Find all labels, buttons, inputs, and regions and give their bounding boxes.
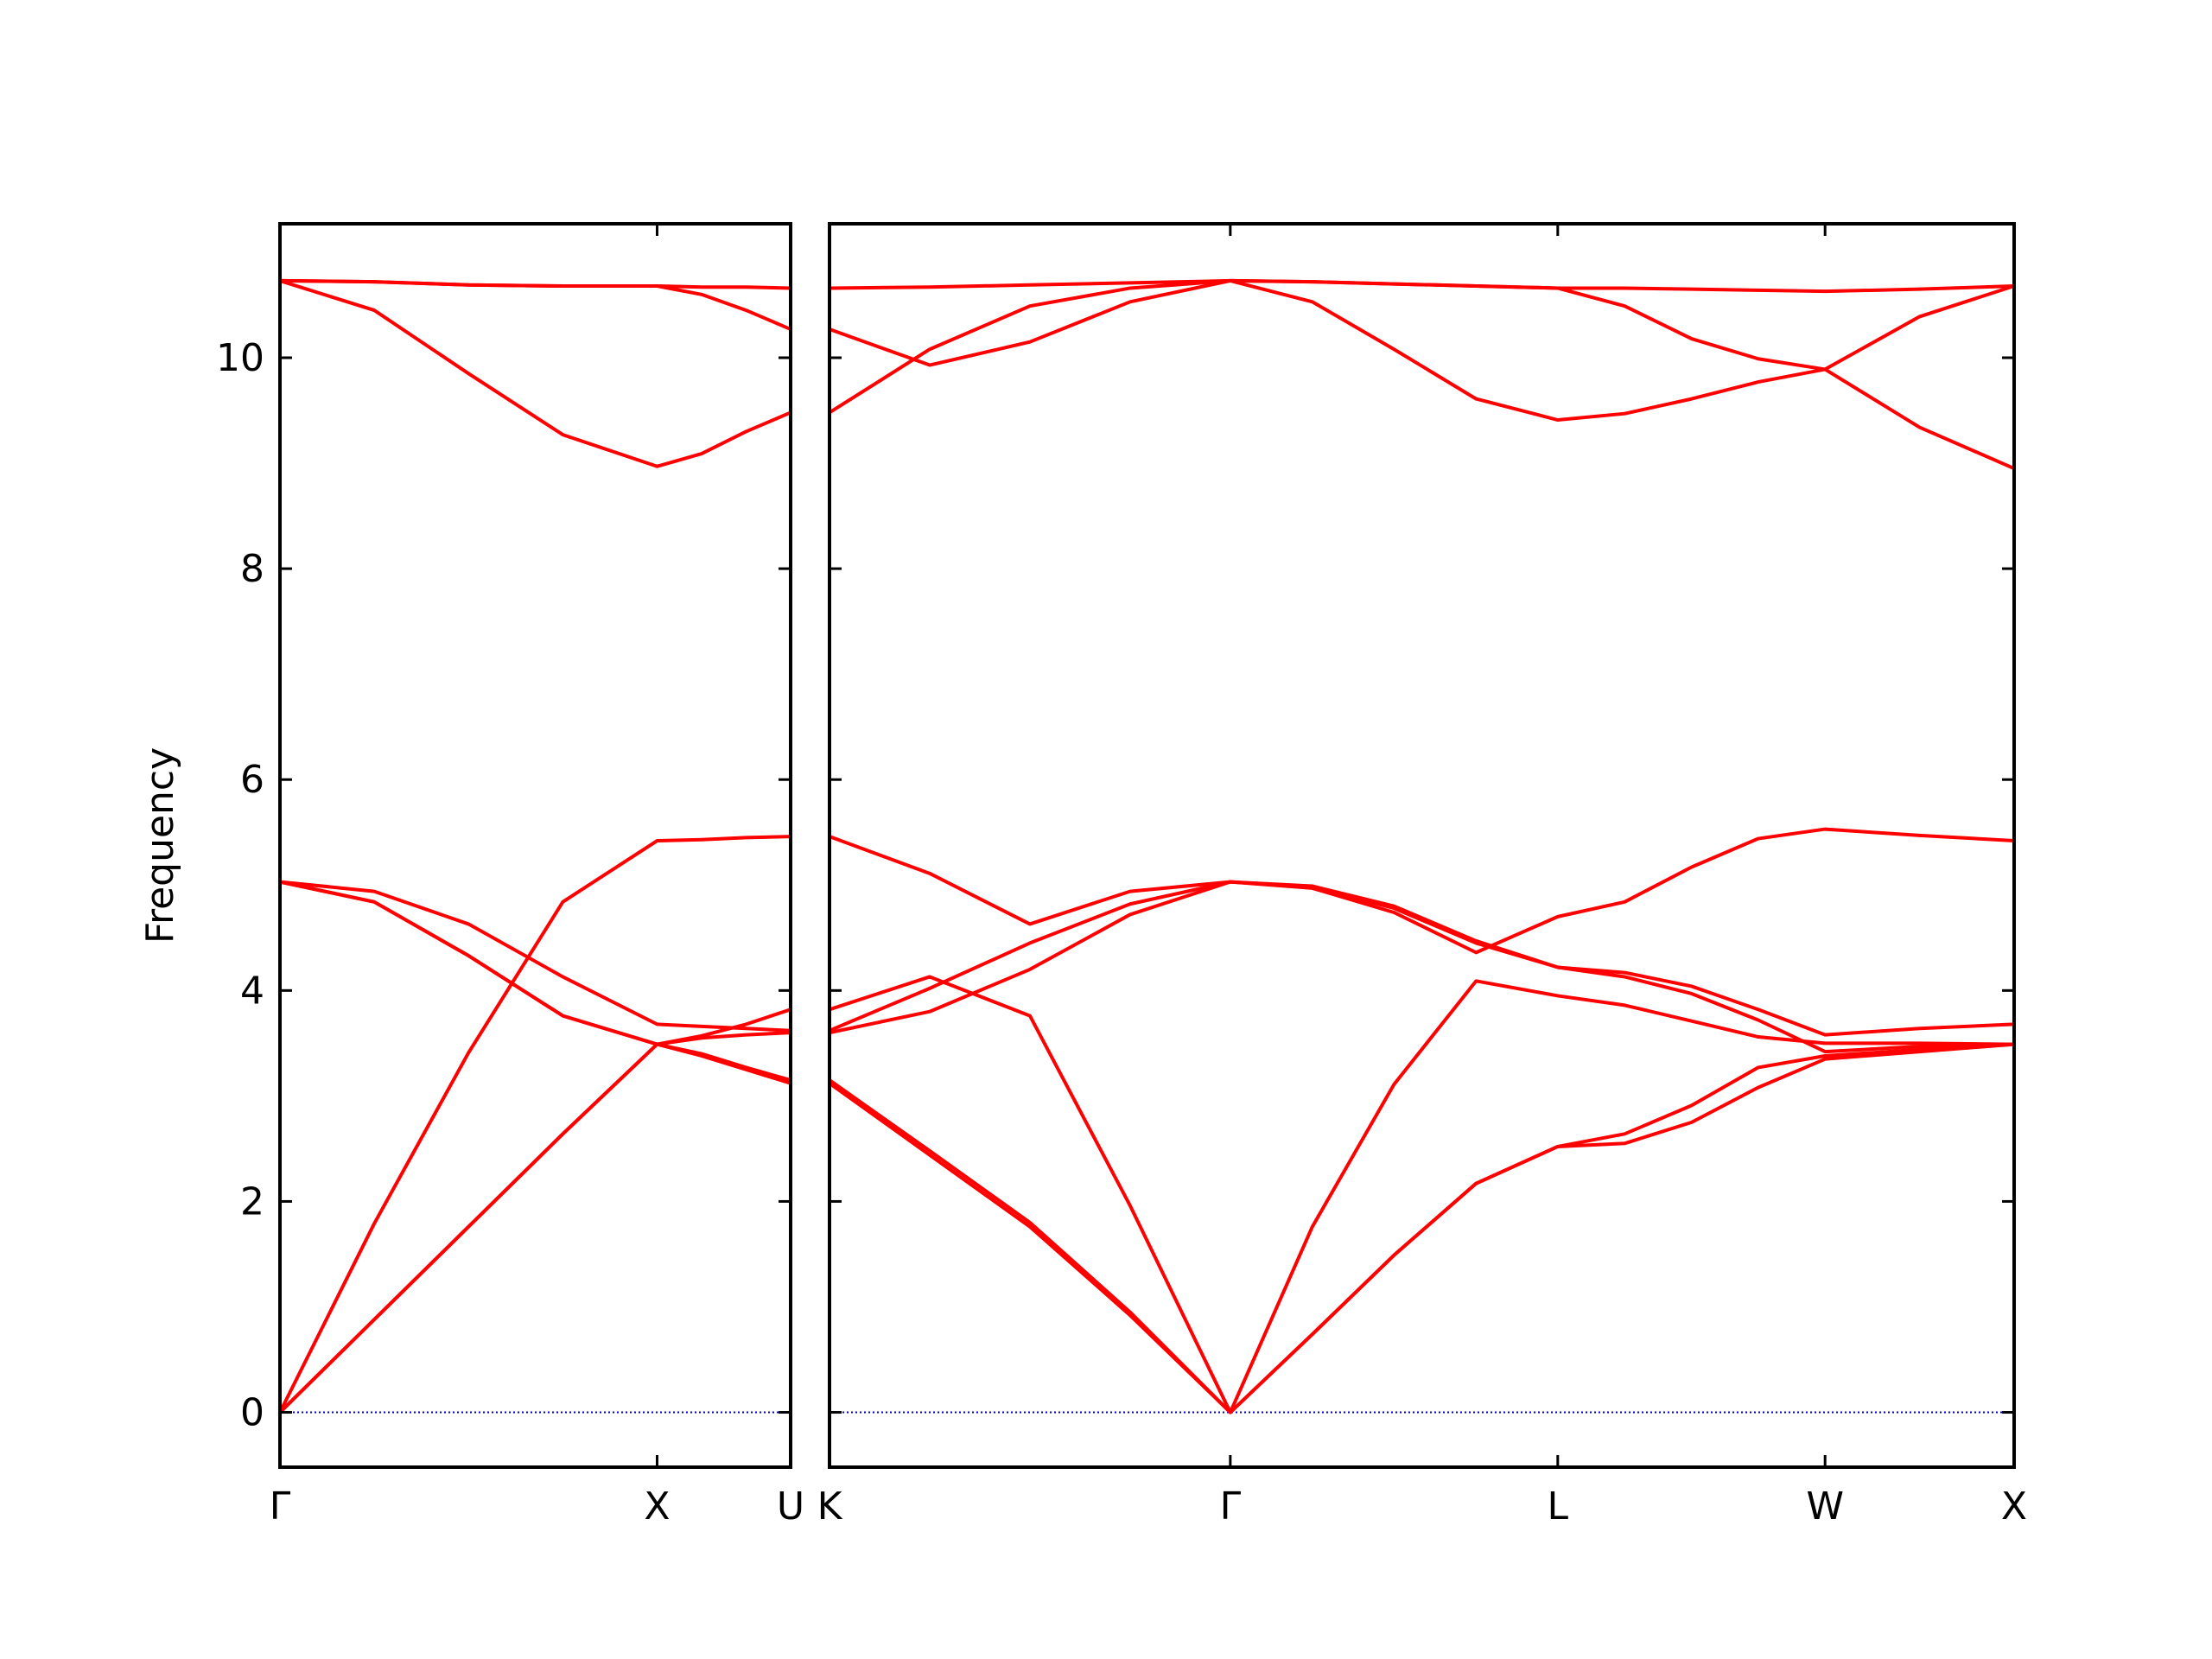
y-tick-label: 0 xyxy=(240,1391,264,1435)
y-tick-label: 8 xyxy=(240,547,264,591)
band-line xyxy=(829,278,2015,294)
band-line xyxy=(278,1042,791,1414)
band-line xyxy=(828,1042,2015,1414)
y-tick-label: 2 xyxy=(240,1179,264,1224)
band-line xyxy=(279,278,791,290)
x-tick-label: X xyxy=(2001,1484,2027,1529)
x-tick-label: X xyxy=(644,1484,670,1529)
band-line xyxy=(279,279,791,468)
band-line xyxy=(828,278,2015,470)
x-tick-label: Γ xyxy=(1220,1484,1242,1529)
x-tick-label: Γ xyxy=(270,1484,291,1529)
band-line xyxy=(279,880,791,1046)
band-line xyxy=(828,1042,2015,1414)
band-line xyxy=(829,880,2015,1037)
band-line xyxy=(829,827,2015,955)
y-axis-label: Frequency xyxy=(138,747,182,944)
y-tick-label: 4 xyxy=(240,969,264,1013)
y-tick-label: 6 xyxy=(240,758,264,802)
x-tick-label: W xyxy=(1806,1484,1844,1529)
x-tick-label: L xyxy=(1548,1484,1569,1529)
band-line xyxy=(278,1042,791,1414)
band-line xyxy=(278,835,791,1414)
y-tick-label: 10 xyxy=(216,336,264,380)
band-line xyxy=(829,278,2015,372)
x-tick-label: K xyxy=(817,1484,843,1529)
x-tick-label: U xyxy=(777,1484,804,1529)
band-line xyxy=(829,880,2015,1054)
band-line xyxy=(279,880,791,1033)
plot-frame xyxy=(278,222,792,1469)
plot-frame xyxy=(828,222,2016,1469)
band-line xyxy=(829,975,2015,1414)
